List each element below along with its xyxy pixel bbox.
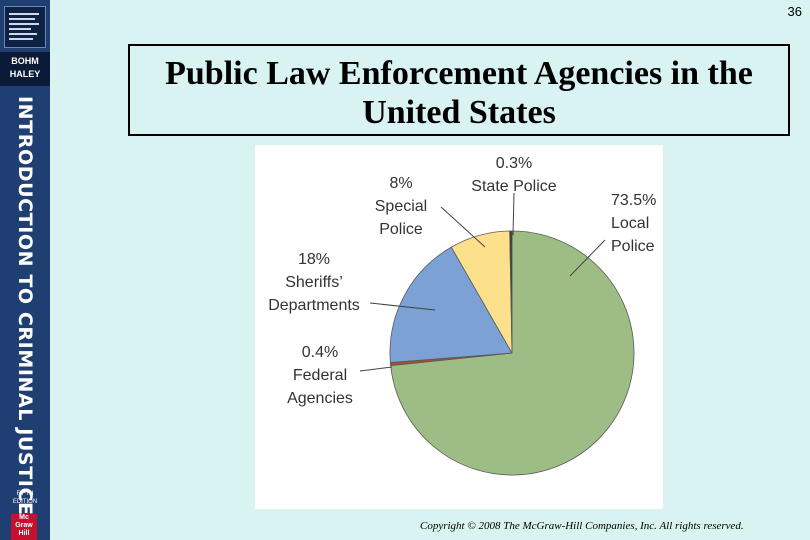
- slice-label-federal: 0.4% Federal Agencies: [287, 344, 353, 407]
- book-cover-thumbnail: [4, 6, 46, 48]
- book-authors: BOHM HALEY: [0, 52, 50, 86]
- edition-line: FIFTH: [16, 491, 34, 497]
- pie-chart-panel: 73.5% Local Police 0.4% Federal Agencies 18% Sh…: [255, 145, 663, 509]
- leader-line-local: [569, 239, 606, 277]
- slide-title: Public Law Enforcement Agencies in the U…: [128, 44, 790, 136]
- author-name: HALEY: [9, 69, 41, 79]
- copyright-notice: Copyright © 2008 The McGraw-Hill Compani…: [420, 520, 744, 532]
- book-title: INTRODUCTION TO CRIMINAL JUSTICE: [14, 96, 36, 516]
- slice-label-state: 0.3% State Police: [471, 155, 556, 195]
- slice-label-sheriffs: 18% Sheriffs’ Departments: [268, 251, 360, 314]
- pie-slice-state: [509, 230, 513, 354]
- slice-label-special: 8% Special Police: [375, 175, 427, 238]
- book-edition: FIFTH EDITION: [0, 490, 50, 506]
- book-cover-strip: BOHM HALEY INTRODUCTION TO CRIMINAL JUST…: [0, 0, 50, 540]
- edition-line: EDITION: [12, 499, 38, 505]
- publisher-logo: Mc Graw Hill: [11, 514, 37, 540]
- slice-label-local: 73.5% Local Police: [611, 192, 656, 255]
- pie-chart: 73.5% Local Police 0.4% Federal Agencies 18% Sh…: [268, 155, 656, 476]
- leader-line-state: [512, 192, 515, 236]
- page-number: 36: [787, 4, 802, 19]
- leader-line-sheriffs: [369, 302, 436, 311]
- pie-slice-sheriffs: [389, 246, 513, 363]
- leader-line-federal: [359, 366, 393, 372]
- leader-line-special: [440, 206, 486, 248]
- author-name: BOHM: [11, 56, 39, 66]
